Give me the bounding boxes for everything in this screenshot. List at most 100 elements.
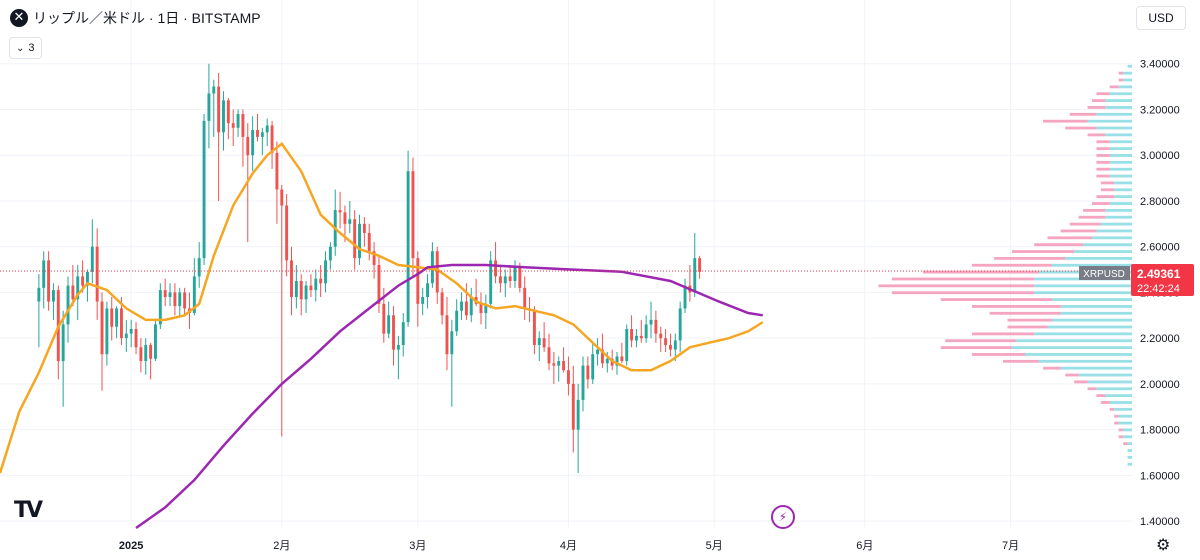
volume-profile-up-bar [1127,462,1132,466]
candle-body [416,258,420,304]
volume-profile-down-bar [1091,202,1110,205]
candle-body [173,292,177,307]
candle-body [51,290,55,302]
volume-profile-up-bar [1109,154,1132,157]
volume-profile-down-bar [1047,236,1092,240]
current-price-tag-bg [1131,264,1194,296]
volume-profile-down-bar [1007,318,1052,322]
volume-profile-up-bar [1109,202,1132,205]
candle-body [265,125,269,133]
volume-profile-up-bar [1123,435,1132,439]
candle-body [426,283,429,298]
candle-body [134,329,138,348]
volume-profile-down-bar [1096,174,1110,178]
volume-profile-down-bar [945,339,1017,343]
candle-body [649,319,653,325]
chart-header: ✕ リップル／米ドル · 1日 · BITSTAMP [10,8,261,28]
volume-profile-down-bar [1065,373,1079,377]
candle-body [620,356,624,362]
volume-profile-up-bar [1127,449,1132,452]
volume-profile-down-bar [1069,222,1101,226]
volume-profile-down-bar [1096,160,1110,164]
indicators-toggle-button[interactable]: ⌄ 3 [9,37,42,59]
candle-body [605,358,609,364]
volume-profile-up-bar [1083,243,1132,247]
volume-profile-down-bar [971,305,1061,308]
candle-body [66,285,70,325]
volume-profile-down-bar [989,311,1061,315]
volume-profile-up-bar [1127,64,1132,68]
candle-body [362,223,366,233]
candle-body [494,260,498,277]
volume-profile-down-bar [1043,366,1061,370]
moving-averages [0,142,764,530]
candle-body [285,205,289,261]
candle-body [508,276,512,281]
candle-body [124,333,128,339]
candle-body [668,345,672,350]
candle-body [498,276,502,284]
candle-body [149,345,153,359]
volume-profile-up-bar [1025,353,1132,356]
price-axis[interactable]: 3.400003.200003.000002.800002.600002.400… [1140,59,1180,528]
candle-body [183,292,187,309]
candle-body [396,345,400,350]
volume-profile-down-bar [1118,428,1124,432]
volume-profile-down-bar [1083,208,1106,212]
volume-profile-down-bar [1100,181,1115,185]
candle-body [256,130,259,137]
volume-profile-up-bar [1096,112,1132,116]
candle-body [120,308,123,339]
candle-body [450,331,454,355]
candle-body [634,335,638,341]
volume-profile-up-bar [1074,250,1132,253]
candle-body [270,125,274,153]
tradingview-logo[interactable]: TV [14,498,43,523]
volume-profile-up-bar [1123,78,1132,82]
volume-profile-down-bar [971,332,1035,336]
time-axis[interactable]: 2025 2月 3月 4月 5月 6月 7月 [119,540,1019,552]
volume-profile-up-bar [1118,421,1132,425]
price-axis-label: 2.60000 [1140,242,1180,254]
flash-icon[interactable]: ⚡ [771,505,795,529]
volume-profile-down-bar [1118,71,1124,75]
time-axis-label: 2月 [273,540,290,552]
volume-profile-up-bar [1087,119,1132,123]
volume-profile-up-bar [1096,229,1132,233]
candle-body [615,356,619,366]
volume-profile-down-bar [1087,106,1106,109]
candle-body [178,292,182,307]
candle-body [37,287,41,302]
candle-body [192,276,196,314]
candle-body [309,285,313,291]
candle-body [644,324,648,339]
candle-countdown: 22:42:24 [1137,283,1180,295]
chevron-down-icon: ⌄ [16,42,25,54]
volume-profile-down-bar [971,353,1026,356]
volume-profile-up-bar [1109,140,1132,144]
candle-body [144,345,148,362]
candle-body [76,276,80,300]
settings-gear-icon[interactable]: ⚙ [1156,535,1171,554]
time-axis-label: 7月 [1002,540,1019,552]
price-axis-label: 1.60000 [1140,470,1180,482]
candle-body [154,324,157,359]
volume-profile-up-bar [1034,291,1132,295]
volume-profile-up-bar [1114,407,1132,411]
volume-profile-down-bar [1069,112,1097,116]
symbol-tag-bg [1079,266,1130,280]
x-icon[interactable]: ✕ [10,9,28,27]
candle-body [246,136,250,156]
candle-body [42,260,46,288]
volume-profile-up-bar [1051,263,1132,267]
volume-profile-down-bar [1043,119,1088,123]
volume-profile-down-bar [891,291,1035,295]
volume-profile-up-bar [1109,174,1132,178]
candle-body [469,297,473,316]
candle-body [600,349,604,364]
candle-body [314,278,318,291]
candle-body [460,301,464,311]
price-axis-label: 3.20000 [1140,104,1180,116]
currency-button[interactable]: USD [1136,6,1186,30]
